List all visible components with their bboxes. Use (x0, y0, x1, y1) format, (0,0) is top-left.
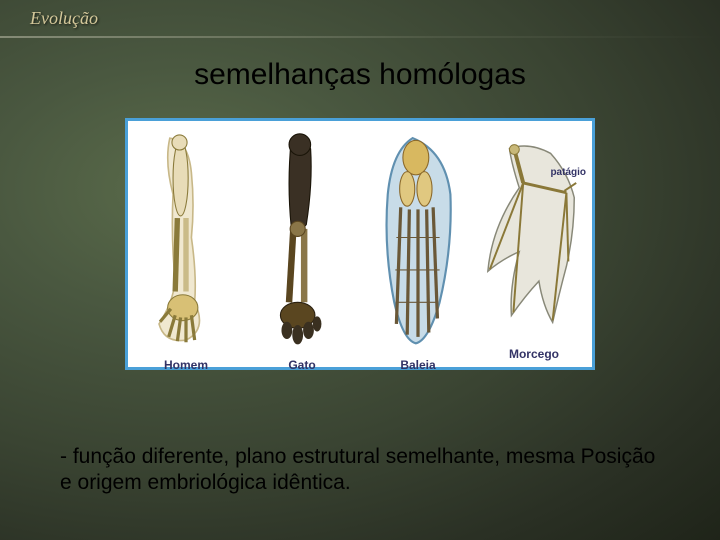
panel-gato: Gato (244, 121, 360, 367)
panel-label-morcego: Morcego (476, 343, 592, 367)
panel-label-gato: Gato (244, 354, 360, 378)
panel-image-gato (248, 127, 356, 348)
panel-label-baleia: Baleia (360, 354, 476, 378)
panel-image-baleia (364, 127, 472, 348)
homology-figure: Homem (125, 118, 595, 370)
flipper-whale-svg (364, 127, 472, 348)
panel-image-morcego: patágio (480, 127, 588, 337)
arm-cat-svg (248, 127, 356, 348)
patagium-label: patágio (550, 167, 586, 178)
header-divider (0, 36, 720, 38)
panel-morcego: patágio Morcego (476, 121, 592, 367)
slide-title: semelhanças homólogas (194, 58, 526, 92)
panel-baleia: Baleia (360, 121, 476, 367)
arm-human-svg (132, 127, 240, 348)
wing-bat-svg (480, 127, 588, 337)
panel-homem: Homem (128, 121, 244, 367)
panel-image-homem (132, 127, 240, 348)
panel-label-homem: Homem (128, 354, 244, 378)
figure-panels: Homem (128, 121, 592, 367)
header-title: Evolução (30, 8, 98, 29)
slide-body-text: - função diferente, plano estrutural sem… (60, 444, 660, 497)
